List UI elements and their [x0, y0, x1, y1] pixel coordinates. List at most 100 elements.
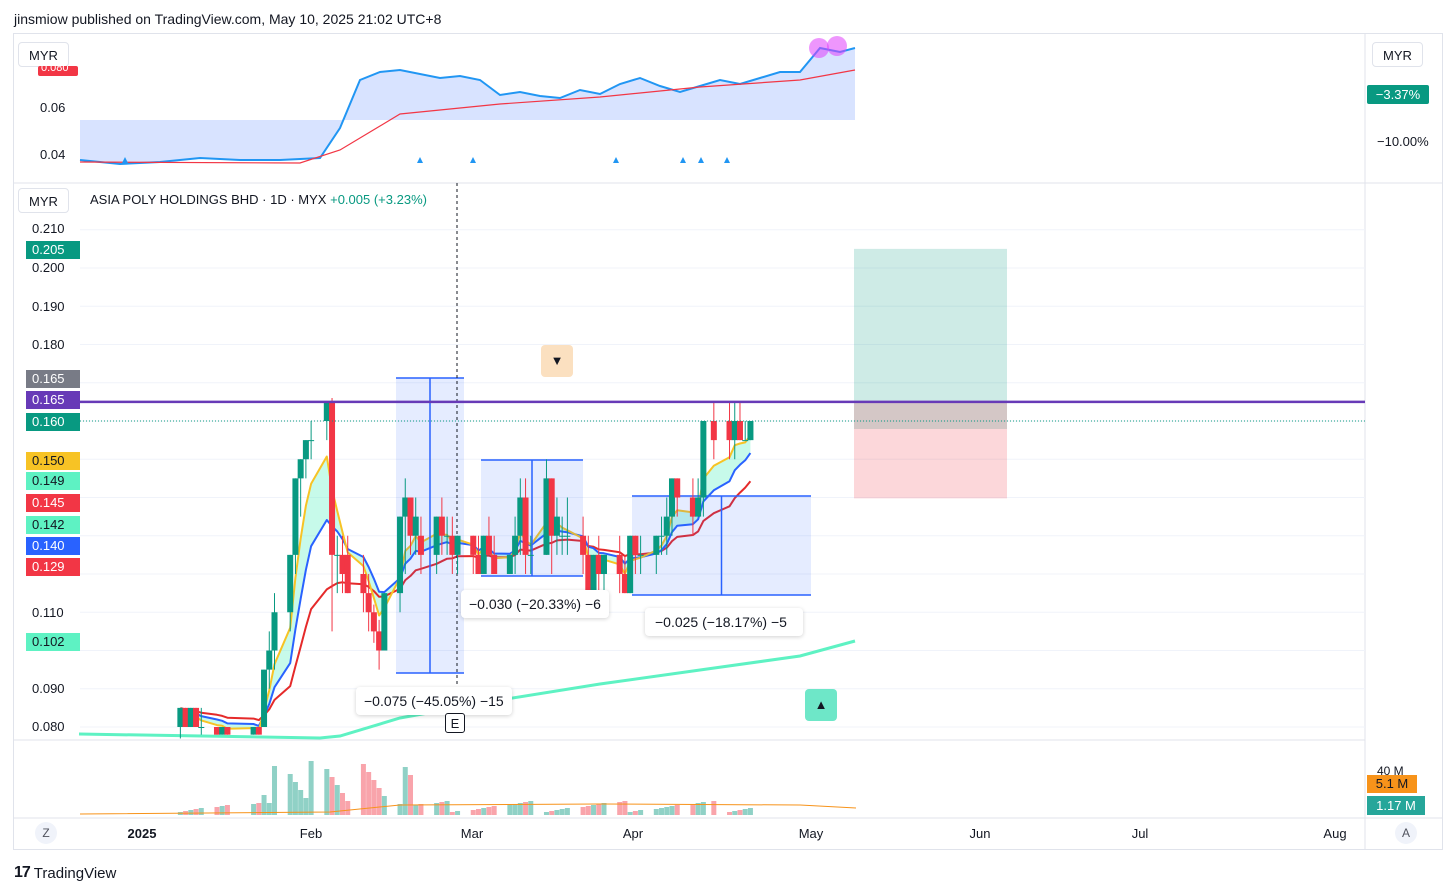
- volume-bar-74: [737, 810, 743, 815]
- candle-body-2: [187, 707, 194, 727]
- candle-body-62: [637, 554, 644, 556]
- position-stop-zone: [854, 401, 1007, 499]
- volume-bars: [79, 761, 857, 815]
- scale-z-button[interactable]: Z: [35, 822, 57, 844]
- candle-body-25: [370, 612, 377, 632]
- candle-body-48: [543, 478, 550, 555]
- perf-level-label: −10.00%: [1377, 134, 1429, 149]
- time-label-6: Jul: [1131, 826, 1149, 841]
- volume-bar-16: [303, 798, 309, 815]
- candle-body-9: [255, 727, 262, 735]
- volume-bar-67: [674, 805, 680, 815]
- volume-bar-26: [376, 788, 382, 815]
- candle-body-75: [742, 440, 749, 442]
- candle-body-57: [601, 554, 607, 574]
- main-y-tick-4: 0.110: [32, 605, 64, 620]
- volume-bar-68: [690, 804, 696, 815]
- volume-badge-orange: 5.1 M: [1367, 775, 1417, 793]
- candle-body-28: [397, 516, 404, 594]
- candle-body-1: [182, 707, 189, 727]
- symbol-legend[interactable]: ASIA POLY HOLDINGS BHD · 1D · MYX +0.005…: [90, 192, 427, 207]
- candle-body-63: [653, 535, 660, 555]
- levels: [80, 400, 1365, 422]
- top-arrow-1: [417, 157, 423, 163]
- volume-bar-33: [434, 803, 440, 815]
- perf-badge: −3.37%: [1367, 85, 1429, 104]
- candle-body-32: [417, 535, 424, 555]
- volume-bar-20: [334, 785, 340, 815]
- candle-body-58: [616, 554, 623, 574]
- candle-body-29: [402, 497, 409, 517]
- candle-body-66: [668, 478, 675, 517]
- top-arrow-0: [122, 157, 128, 163]
- time-label-4: May: [798, 826, 824, 841]
- candle-body-17: [308, 440, 315, 442]
- candle-body-0: [177, 707, 184, 727]
- candle-body-31: [412, 516, 419, 536]
- top-signal-circle-2: [827, 36, 847, 56]
- volume-bar-28: [397, 804, 403, 815]
- main-currency-tag[interactable]: MYR: [18, 188, 69, 213]
- volume-bar-59: [622, 801, 628, 815]
- price-label-9: 0.129: [26, 558, 80, 576]
- buy-signal-marker[interactable]: ▲: [805, 689, 837, 721]
- volume-bar-18: [324, 769, 330, 815]
- candle-body-43: [506, 554, 513, 574]
- volume-bar-37: [455, 811, 461, 815]
- time-label-3: Apr: [622, 826, 644, 841]
- measure-label-1[interactable]: −0.075 (−45.05%) −15: [356, 687, 512, 715]
- volume-bar-17: [308, 761, 314, 815]
- earnings-marker[interactable]: E: [445, 713, 465, 733]
- volume-bar-76: [747, 808, 753, 815]
- volume-bar-40: [481, 808, 487, 815]
- main-y-tick-3: 0.180: [32, 337, 65, 352]
- candle-body-15: [297, 459, 304, 479]
- candle-body-27: [381, 593, 388, 651]
- measure-label-2[interactable]: −0.030 (−20.33%) −6: [461, 590, 609, 618]
- candle-body-42: [491, 554, 498, 574]
- volume-bar-2: [188, 810, 194, 815]
- top-right-currency-tag[interactable]: MYR: [1372, 42, 1423, 67]
- candle-body-36: [449, 535, 456, 555]
- candle-body-74: [736, 421, 743, 441]
- volume-bar-57: [601, 803, 607, 815]
- top-cropped-price-text: 0.080: [41, 66, 69, 74]
- candle-body-50: [553, 516, 560, 536]
- price-label-8: 0.140: [26, 537, 80, 555]
- volume-bar-52: [564, 808, 570, 815]
- top-tick-0: 0.06: [40, 100, 66, 115]
- volume-bar-34: [439, 802, 445, 815]
- tradingview-footer[interactable]: 17 TradingView: [14, 864, 116, 882]
- top-pane-chart: [79, 36, 856, 166]
- volume-bar-11: [266, 803, 272, 815]
- candle-body-59: [621, 574, 628, 594]
- candle-body-21: [339, 554, 346, 574]
- candle-body-20: [334, 554, 341, 556]
- candle-body-64: [658, 535, 665, 537]
- volume-bar-44: [512, 804, 518, 815]
- volume-bar-43: [507, 805, 513, 815]
- volume-bar-12: [272, 766, 278, 815]
- candle-body-16: [302, 440, 309, 460]
- candle-body-6: [219, 727, 226, 735]
- sell-signal-marker[interactable]: ▼: [541, 345, 573, 377]
- volume-bar-58: [617, 802, 623, 815]
- volume-bar-13: [287, 774, 293, 815]
- candle-body-40: [480, 535, 487, 574]
- candle-body-26: [376, 631, 383, 651]
- top-line-red: [79, 69, 856, 164]
- candle-body-45: [517, 497, 524, 536]
- volume-bar-31: [413, 805, 419, 815]
- top-arrow-3: [613, 157, 619, 163]
- measure-label-3[interactable]: −0.025 (−18.17%) −5: [645, 608, 803, 636]
- candle-body-56: [595, 554, 602, 574]
- volume-bar-3: [193, 809, 199, 815]
- volume-bar-65: [664, 807, 670, 815]
- candle-body-10: [261, 669, 268, 727]
- top-currency-tag[interactable]: MYR: [18, 42, 69, 67]
- candle-body-51: [559, 535, 566, 537]
- price-label-10: 0.102: [26, 633, 80, 651]
- scale-a-button[interactable]: A: [1395, 822, 1417, 844]
- volume-bar-63: [653, 809, 659, 815]
